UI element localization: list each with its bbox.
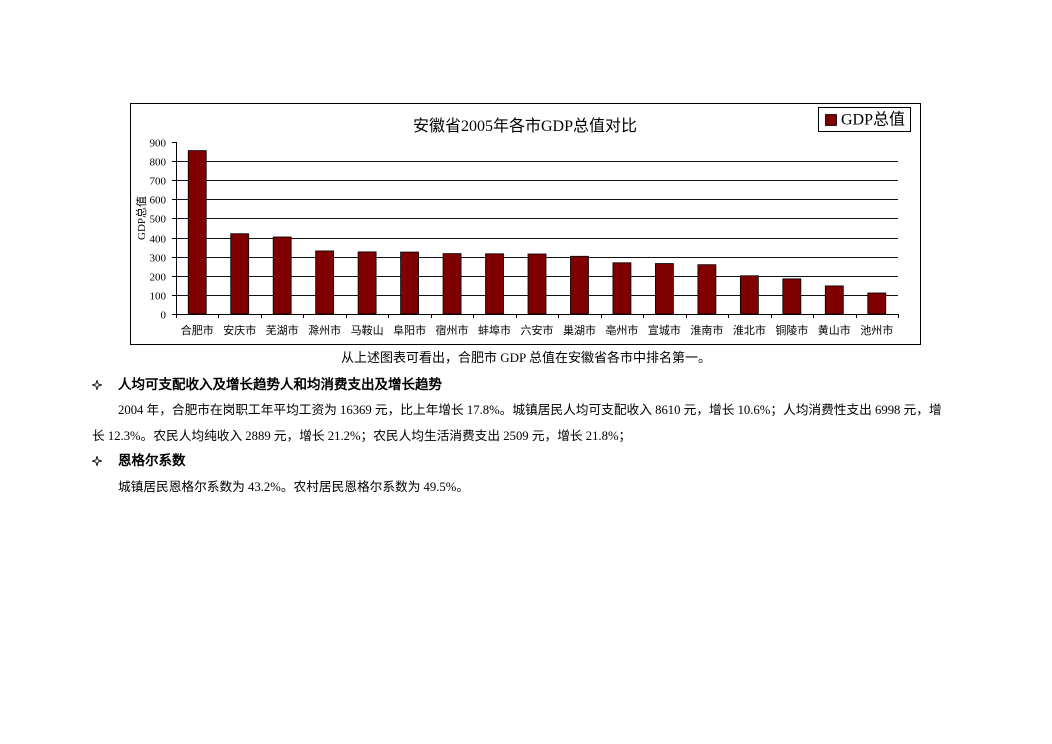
- chart-title: 安徽省2005年各市GDP总值对比: [413, 117, 637, 135]
- bar: [782, 278, 802, 315]
- x-tick-label: 亳州市: [605, 323, 638, 337]
- y-axis-title: GDP总值: [134, 196, 148, 240]
- x-tick-label: 马鞍山: [351, 323, 384, 337]
- chart-caption: 从上述图表可看出，合肥市 GDP 总值在安徽省各市中排名第一。: [340, 350, 712, 365]
- bar: [655, 263, 674, 315]
- gdp-bar-chart: 安徽省2005年各市GDP总值对比 GDP总值 GDP总值 0 100 200 300…: [130, 103, 921, 345]
- section-heading: 恩格尔系数: [118, 453, 186, 468]
- four-pointed-star-icon: [92, 380, 102, 390]
- y-tick-label: 300: [150, 253, 167, 265]
- bar: [230, 233, 250, 315]
- bar: [400, 251, 419, 315]
- bar: [442, 253, 462, 315]
- paragraph-line: 长 12.3%。农民人均纯收入 2889 元，增长 21.2%；农民人均生活消费…: [92, 429, 632, 443]
- bar: [527, 253, 547, 315]
- y-tick-label: 900: [150, 138, 167, 150]
- paragraph-line: 城镇居民恩格尔系数为 43.2%。农村居民恩格尔系数为 49.5%。: [118, 480, 470, 494]
- y-tick-label: 200: [150, 272, 167, 284]
- x-tick-label: 淮南市: [690, 323, 723, 337]
- bar: [357, 251, 377, 315]
- bar: [612, 262, 632, 315]
- x-tick-label: 蚌埠市: [478, 323, 511, 337]
- paragraph-line: 2004 年，合肥市在岗职工年平均工资为 16369 元，比上年增长 17.8%…: [118, 403, 942, 417]
- section-heading: 人均可支配收入及增长趋势人和均消费支出及增长趋势: [118, 377, 442, 392]
- x-tick-label: 安庆市: [223, 323, 256, 337]
- x-tick-label: 淮北市: [733, 323, 766, 337]
- bar: [272, 236, 292, 315]
- y-tick-label: 700: [150, 176, 167, 188]
- tick-labels: 0 100 200 300 400 500 600 700 800 900 合肥市 安庆市 芜湖市 滁州市…: [150, 138, 894, 338]
- x-tick-label: 池州市: [860, 323, 893, 337]
- x-tick-label: 宣城市: [648, 323, 681, 337]
- y-tick-label: 400: [150, 234, 167, 246]
- x-tick-label: 巢湖市: [563, 323, 596, 337]
- star-outline: [92, 380, 102, 390]
- bar: [187, 150, 207, 315]
- y-tick-label: 100: [150, 291, 167, 303]
- y-tick-label: 500: [150, 214, 167, 226]
- y-tick-label: 0: [161, 310, 167, 322]
- x-tick-label: 滁州市: [308, 323, 341, 337]
- star-outline: [92, 456, 102, 466]
- chart-legend: GDP总值: [818, 107, 911, 132]
- x-tick-label: 合肥市: [181, 323, 214, 337]
- bar: [824, 285, 844, 315]
- bar: [315, 250, 335, 315]
- x-tick-label: 六安市: [521, 323, 554, 337]
- bar: [485, 253, 504, 315]
- x-tick-label: 宿州市: [436, 323, 469, 337]
- bar: [697, 264, 717, 315]
- bar: [570, 255, 589, 315]
- x-tick-label: 芜湖市: [266, 323, 299, 337]
- x-tick-label: 阜阳市: [393, 323, 426, 337]
- x-tick-label: 黄山市: [818, 323, 851, 337]
- legend-label: GDP总值: [841, 111, 905, 129]
- bars: [187, 150, 887, 315]
- bar: [867, 292, 887, 315]
- y-tick-label: 800: [150, 157, 167, 169]
- y-tick-label: 600: [150, 195, 167, 207]
- x-tick-label: 铜陵市: [775, 323, 808, 337]
- four-pointed-star-icon: [92, 456, 102, 466]
- axes: [172, 142, 899, 318]
- legend-swatch: [825, 114, 837, 126]
- bar: [739, 275, 759, 315]
